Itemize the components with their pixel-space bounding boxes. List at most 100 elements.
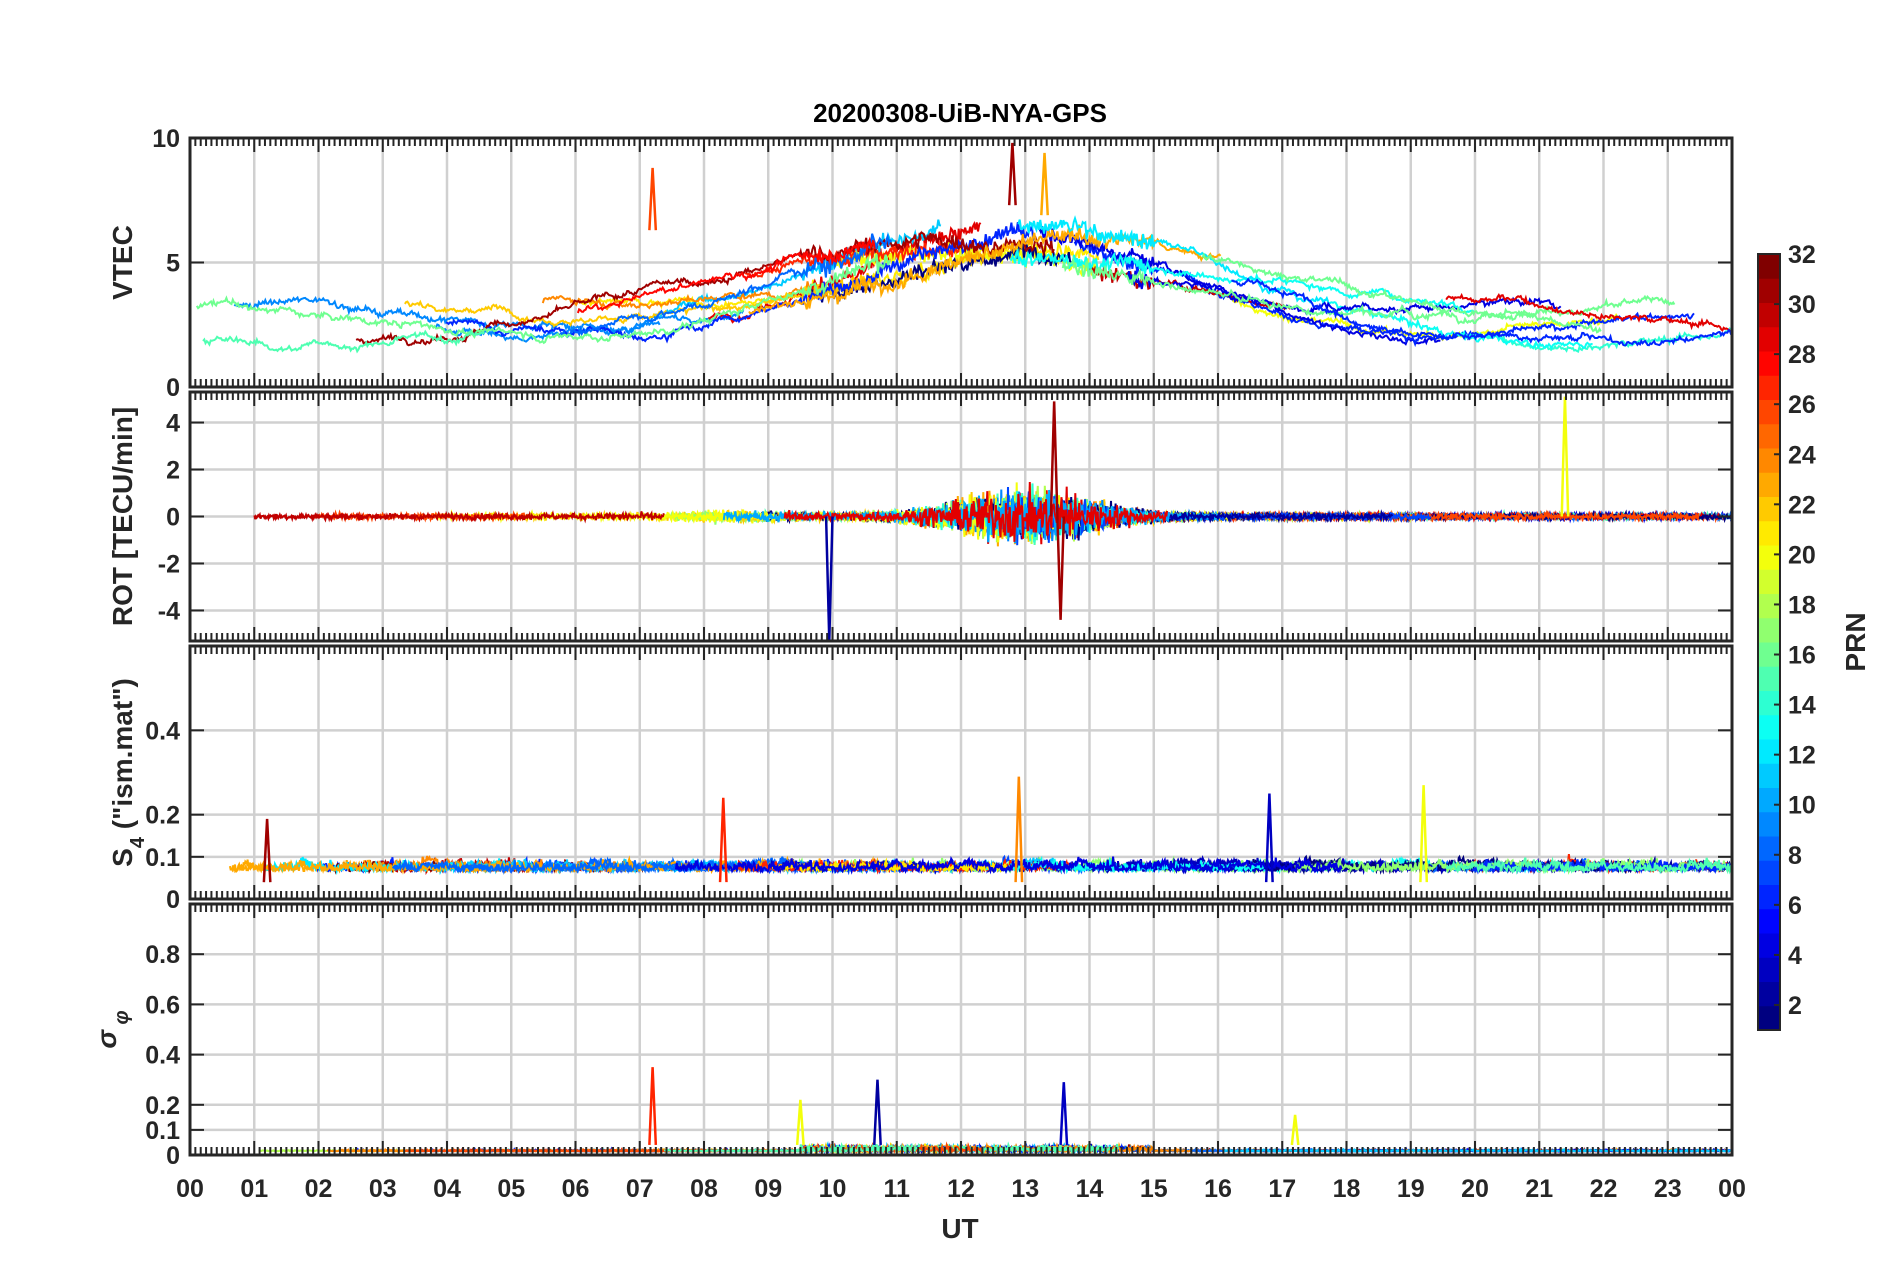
series-line-prn-4 (1126, 270, 1562, 317)
x-tick-label: 10 (819, 1175, 847, 1203)
colorbar-tick-label: 24 (1788, 441, 1816, 469)
colorbar-segment (1758, 1005, 1780, 1031)
x-tick-label: 22 (1590, 1175, 1618, 1203)
event-spike-3 (873, 1079, 882, 1146)
series-line-prn-2 (1169, 509, 1394, 524)
x-tick-label: 03 (369, 1175, 397, 1203)
colorbar-tick-label: 18 (1788, 591, 1816, 619)
colorbar-segment (1758, 496, 1780, 522)
colorbar-segment (1758, 472, 1780, 497)
series-line-prn-28 (576, 236, 876, 314)
x-tick-label: 13 (1011, 1175, 1039, 1203)
series-group (228, 776, 1732, 883)
colorbar-segment (1758, 690, 1780, 716)
x-tick-label: 19 (1397, 1175, 1425, 1203)
x-tick-label: 14 (1076, 1175, 1104, 1203)
event-spike-2 (718, 797, 728, 883)
y-tick-label: 0 (166, 374, 180, 402)
x-tick-label: 01 (240, 1175, 268, 1203)
event-spike-3 (1014, 776, 1024, 883)
event-spike-1 (824, 516, 834, 641)
colorbar-segment (1758, 957, 1780, 982)
x-tick-label: 04 (433, 1175, 461, 1203)
colorbar-tick-label: 26 (1788, 391, 1816, 419)
event-spike-5 (1290, 1114, 1300, 1146)
series-line-prn-29 (783, 481, 1169, 542)
colorbar-segment (1758, 908, 1780, 934)
colorbar-segment (1758, 860, 1780, 885)
colorbar-tick-label: 4 (1788, 942, 1802, 970)
y-tick-label: 2 (166, 457, 180, 485)
colorbar-segment (1758, 375, 1780, 400)
colorbar-segment (1758, 836, 1780, 861)
y-axis-label: ROT [TECU/min] (107, 407, 138, 626)
y-tick-label: 10 (152, 125, 180, 153)
y-axis-label: VTEC (107, 225, 138, 300)
x-tick-label: 15 (1140, 1175, 1168, 1203)
x-tick-label: 17 (1268, 1175, 1296, 1203)
colorbar-segment (1758, 714, 1780, 740)
x-tick-label: 12 (947, 1175, 975, 1203)
x-tick-label: 16 (1204, 1175, 1232, 1203)
event-spike-4 (1056, 516, 1066, 620)
event-spike-4 (1264, 793, 1274, 883)
colorbar-segment (1758, 399, 1780, 425)
series-line-prn-15 (202, 329, 486, 354)
colorbar-segment (1758, 254, 1780, 279)
x-tick-label: 06 (562, 1175, 590, 1203)
panel-2: -4 -2 0 2 4 ROT [TECU/min] (107, 390, 1734, 643)
colorbar-segment (1758, 981, 1780, 1007)
panel-3: 0 0.1 0.2 0.4S4 ("ism.mat") (107, 644, 1734, 914)
colorbar-segment (1758, 787, 1780, 813)
colorbar-segment (1758, 520, 1780, 546)
y-tick-label: -2 (158, 550, 180, 578)
series-line-prn-16 (1201, 252, 1602, 334)
y-tick-label: 0.1 (145, 1117, 180, 1145)
x-tick-label: 00 (176, 1175, 204, 1203)
y-tick-label: 0.4 (145, 1042, 180, 1070)
series-line-prn-29 (1445, 292, 1732, 333)
x-tick-label: 00 (1718, 1175, 1746, 1203)
y-tick-label: -4 (158, 597, 180, 625)
event-spike-3 (1560, 396, 1570, 517)
event-spike-2 (1007, 142, 1017, 206)
event-spike-4 (1059, 1082, 1069, 1146)
event-spike-2 (795, 1099, 805, 1146)
colorbar-frame (1757, 253, 1781, 1031)
colorbar-segment (1758, 326, 1780, 352)
colorbar-tick-label: 28 (1788, 341, 1816, 369)
colorbar-segment (1758, 763, 1780, 788)
event-spike-1 (648, 1067, 658, 1146)
x-axis: 00 01 02 03 04 05 06 07 08 09 10 11 12 13 14 15 16 17 18 19… (176, 1175, 1746, 1203)
y-tick-label: 0.2 (145, 1092, 180, 1120)
y-tick-label: 0 (166, 886, 180, 914)
colorbar-tick-label: 8 (1788, 842, 1802, 870)
event-spike-3 (1040, 152, 1049, 216)
series-line-prn-4 (674, 856, 1343, 875)
y-tick-label: 0 (166, 504, 180, 532)
x-tick-label: 02 (305, 1175, 333, 1203)
colorbar-segment (1758, 423, 1780, 449)
series-line-prn-24 (541, 281, 810, 311)
y-tick-label: 0.8 (145, 941, 180, 969)
colorbar-segment (1758, 351, 1780, 376)
colorbar-tick-label: 16 (1788, 642, 1816, 670)
event-spike-1 (262, 818, 272, 883)
colorbar-segment (1758, 593, 1780, 619)
colorbar-tick-label: 30 (1788, 291, 1816, 319)
series-line-prn-30 (253, 510, 665, 524)
colorbar-tick-label: 32 (1788, 241, 1816, 269)
colorbar-segment (1758, 933, 1780, 958)
colorbar-tick-label: 6 (1788, 892, 1802, 920)
y-tick-label: 0.1 (145, 844, 180, 872)
x-tick-label: 23 (1654, 1175, 1682, 1203)
y-tick-label: 0.6 (145, 991, 180, 1019)
series-line-prn-6 (1231, 277, 1732, 348)
colorbar-tick-label: 20 (1788, 541, 1816, 569)
y-tick-label: 0 (166, 1142, 180, 1170)
y-tick-label: 0.4 (145, 717, 180, 745)
event-spike-2 (1049, 401, 1059, 517)
